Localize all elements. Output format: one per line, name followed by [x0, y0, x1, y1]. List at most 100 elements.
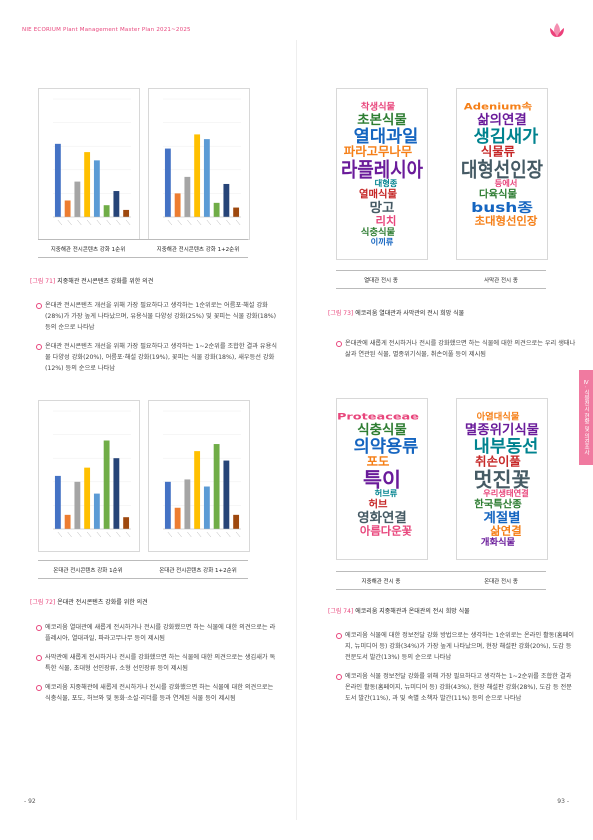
cloud-word: 식충식물: [361, 226, 395, 238]
caption-rule: [336, 270, 546, 271]
bar: [233, 207, 240, 217]
bullet-text: 사막관에 새롭게 전시하거나 전시를 강화했으면 하는 식물에 대한 의견으로는…: [36, 652, 277, 674]
caption-rule: [38, 560, 248, 561]
bar: [123, 209, 130, 217]
chart-panel: [148, 400, 250, 552]
bar: [93, 493, 100, 529]
x-tick: [57, 219, 63, 226]
chart-panel: [38, 400, 140, 552]
x-tick: [206, 531, 212, 538]
x-tick: [96, 531, 102, 538]
bar: [74, 181, 81, 217]
panel-caption: 온대관 전시콘텐츠 강화 1순위: [53, 568, 123, 574]
word-cloud: 아열대식물 멸종위기식물 내부동선 취손이풀 멋진꽃 우리생태연결 한국특산종 계절별 삶연결 개…: [456, 398, 548, 560]
cloud-word: 망고: [370, 200, 395, 216]
word-cloud: Adenium속 삶의연결 생김새가 식물류 대형선인장 등에서 다육식물 bush종 초대형선…: [456, 88, 548, 260]
bullet-text: 온대관에 새롭게 전시하거나 전시를 강화했으면 하는 식물에 대한 의견으로는…: [336, 338, 577, 360]
bullet-text: 에코리움 식물에 대한 정보전달 강화 방법으로는 생각하는 1순위로는 온라인…: [336, 630, 577, 663]
x-tick: [86, 531, 92, 538]
cloud-word: 의약용류: [354, 436, 419, 457]
word-cloud: Proteaceae 식충식물 의약용류 포도 특이 허브류 허브 영화연결 아름다운꽃: [336, 398, 428, 560]
x-tick: [167, 531, 173, 538]
figure-number: [그림 73]: [328, 310, 354, 317]
cloud-word: 열매식물: [359, 188, 397, 201]
figure-caption: [그림 74] 에코리움 지중해관과 온대관의 전시 희망 식물: [328, 606, 588, 615]
caption-rule: [38, 239, 248, 240]
x-tick: [106, 531, 111, 538]
x-tick: [57, 531, 63, 538]
bar: [103, 440, 110, 529]
cloud-word: 개화식물: [481, 536, 515, 548]
bar-chart: [163, 98, 241, 226]
x-tick: [116, 219, 121, 226]
panel-caption: 지중해관 전시콘텐츠 강화 1+2순위: [156, 247, 240, 253]
chart-panel: [148, 88, 250, 240]
bar: [113, 458, 120, 529]
bar: [233, 514, 240, 529]
panel-caption: 열대관 전시 종: [364, 278, 398, 284]
bar-chart: [53, 98, 131, 226]
bar: [184, 176, 191, 217]
cloud-word: 대형선인장: [461, 157, 544, 181]
cloud-word: 파라고무나무: [344, 143, 412, 158]
x-tick: [226, 531, 231, 538]
panel-caption: 지중해관 전시콘텐츠 강화 1순위: [50, 247, 126, 253]
x-tick: [196, 219, 202, 226]
bar: [184, 479, 191, 529]
x-tick: [96, 219, 102, 226]
cloud-word: 멸종위기식물: [465, 422, 539, 438]
bar: [64, 200, 71, 217]
cloud-word: 다육식물: [479, 188, 517, 201]
bullet-text: 에코리움 열대관에 새롭게 전시하거나 전시를 강화했으면 하는 식물에 대한 …: [36, 622, 277, 644]
bar: [174, 193, 181, 217]
panel-caption: 온대관 전시 종: [484, 579, 518, 585]
x-tick: [167, 219, 173, 226]
bar: [194, 134, 201, 217]
cloud-word: 이끼류: [371, 237, 394, 247]
x-tick: [106, 219, 111, 226]
x-tick: [77, 219, 82, 226]
cloud-word: 포도: [367, 454, 390, 468]
cloud-word: 리치: [376, 213, 397, 227]
figure-caption: [그림 71] 지중해관 전시콘텐츠 강화를 위한 의견: [30, 276, 290, 285]
cloud-word: 우리생태연결: [483, 488, 529, 498]
panel-caption: 사막관 전시 종: [484, 278, 518, 284]
panel-caption: 온대관 전시콘텐츠 강화 1+2순위: [159, 568, 237, 574]
x-tick: [187, 219, 192, 226]
chart-panel: [38, 88, 140, 240]
bar: [203, 139, 210, 217]
bar: [164, 481, 171, 529]
bullet-text: 온대관 전시콘텐츠 개선을 위해 가장 필요하다고 생각하는 1~2순위를 조합…: [36, 341, 277, 374]
cloud-word: 대형종: [375, 178, 398, 188]
figure-title: 에코리움 열대관과 사막관의 전시 희망 식물: [355, 310, 465, 317]
logo: [550, 23, 564, 37]
bar-chart: [53, 410, 131, 538]
bar: [93, 160, 100, 217]
page-number: - 92: [24, 798, 36, 805]
bar: [54, 475, 61, 529]
x-tick: [216, 219, 221, 226]
cloud-word: 허브: [369, 498, 388, 511]
bar: [64, 514, 71, 529]
bar-chart: [163, 410, 241, 538]
cloud-word: 한국특산종: [474, 498, 522, 511]
figure-number: [그림 72]: [30, 599, 56, 606]
x-tick: [196, 531, 202, 538]
word-cloud: 착생식물 초본식물 열대과일 파라고무나무 라플레시아 대형종 열매식물 망고 리치 식충식물 이끼…: [336, 88, 428, 260]
bar: [203, 486, 210, 529]
panel-caption: 지중해관 전시 종: [361, 579, 401, 585]
x-tick: [187, 531, 192, 538]
cloud-word: 아열대식물: [477, 411, 520, 423]
word-cloud-canvas: 아열대식물멸종위기식물내부동선취손이풀멋진꽃우리생태연결한국특산종계절별삶연결개…: [465, 411, 539, 548]
bar: [164, 148, 171, 217]
bar: [113, 191, 120, 217]
cloud-word: 특이: [363, 467, 401, 491]
cloud-word: Adenium속: [464, 101, 532, 113]
x-tick: [206, 219, 212, 226]
cloud-word: 라플레시아: [341, 157, 424, 181]
bullet-text: 에코리움 식물 정보전달 강화를 위해 가장 필요하다고 생각하는 1~2순위를…: [336, 671, 577, 704]
cloud-word: 아름다운꽃: [360, 523, 412, 537]
x-tick: [67, 219, 72, 226]
cloud-word: 생김새가: [474, 127, 539, 147]
cloud-word: 식물류: [481, 143, 515, 158]
